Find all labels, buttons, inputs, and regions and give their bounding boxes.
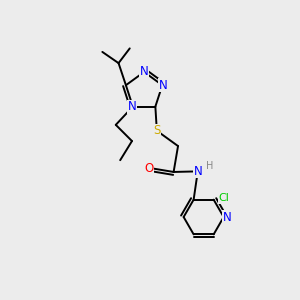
- Text: O: O: [144, 162, 154, 175]
- Text: N: N: [223, 211, 232, 224]
- Text: S: S: [153, 124, 160, 137]
- Text: Cl: Cl: [218, 193, 230, 203]
- Text: N: N: [128, 100, 136, 113]
- Text: N: N: [158, 79, 167, 92]
- Text: N: N: [140, 65, 148, 78]
- Text: N: N: [194, 165, 202, 178]
- Text: H: H: [206, 161, 214, 171]
